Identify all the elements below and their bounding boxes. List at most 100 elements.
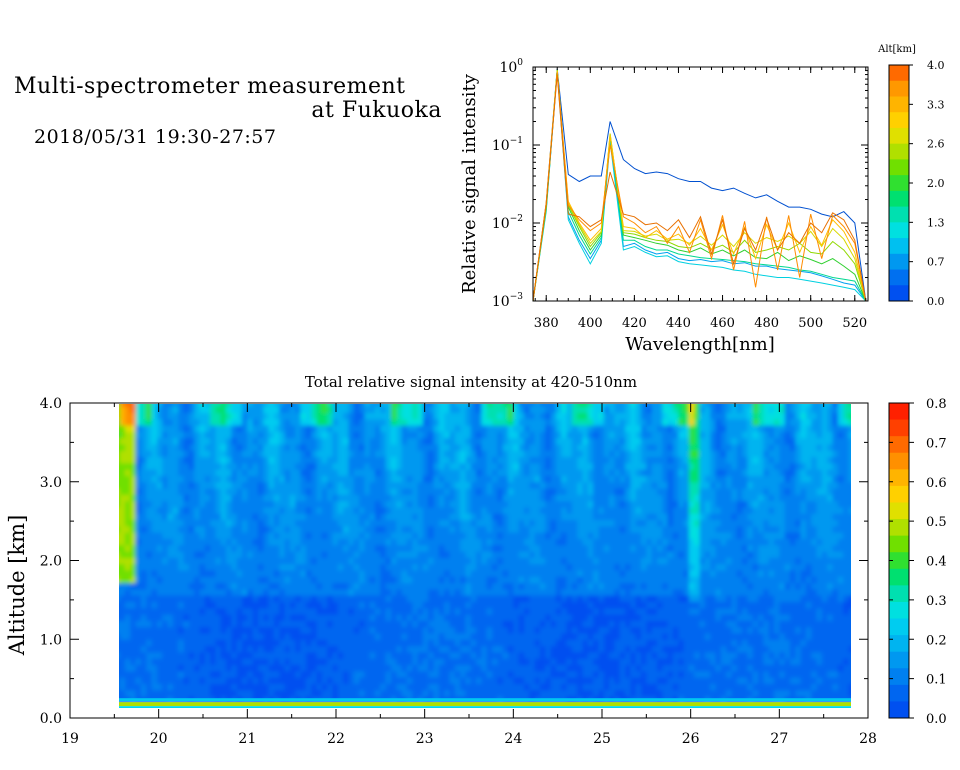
heatmap-cell bbox=[332, 677, 339, 684]
heatmap-cell bbox=[332, 475, 339, 483]
heatmap-cell bbox=[146, 677, 153, 684]
heatmap-cell bbox=[359, 658, 365, 665]
heatmap-cell bbox=[167, 500, 174, 508]
heatmap-cell bbox=[566, 404, 573, 407]
heatmap-cell bbox=[172, 525, 179, 533]
heatmap-cell bbox=[273, 557, 280, 565]
heatmap-cell bbox=[449, 456, 456, 464]
heatmap-cell bbox=[125, 456, 131, 464]
heatmap-cell bbox=[258, 475, 264, 483]
heatmap-cell bbox=[391, 563, 397, 571]
heatmap-cell bbox=[539, 456, 546, 464]
heatmap-cell bbox=[465, 658, 472, 665]
heatmap-cell bbox=[204, 607, 211, 615]
heatmap-cell bbox=[348, 462, 355, 470]
heatmap-cell bbox=[550, 576, 557, 584]
heatmap-cell bbox=[305, 664, 312, 672]
heatmap-cell bbox=[348, 670, 355, 678]
heatmap-cell bbox=[529, 651, 536, 659]
heatmap-cell bbox=[252, 500, 259, 508]
heatmap-cell bbox=[609, 532, 615, 539]
heatmap-cell bbox=[401, 588, 408, 596]
heatmap-cell bbox=[513, 651, 520, 659]
heatmap-cell bbox=[151, 614, 158, 621]
heatmap-cell bbox=[273, 488, 280, 495]
heatmap-cell bbox=[470, 462, 477, 470]
heatmap-cell bbox=[625, 664, 631, 672]
heatmap-cell bbox=[603, 670, 610, 678]
heatmap-cell bbox=[380, 658, 387, 665]
heatmap-cell bbox=[449, 689, 456, 697]
heatmap-cell bbox=[625, 425, 631, 432]
heatmap-cell bbox=[247, 595, 254, 602]
heatmap-cell bbox=[226, 437, 232, 445]
heatmap-cell bbox=[550, 519, 557, 527]
heatmap-cell bbox=[529, 620, 536, 628]
heatmap-cell bbox=[438, 614, 445, 621]
heatmap-cell bbox=[279, 513, 286, 521]
heatmap-cell bbox=[396, 475, 403, 483]
heatmap-cell bbox=[539, 406, 546, 413]
heatmap-cell bbox=[449, 626, 456, 634]
heatmap-cell bbox=[385, 557, 392, 565]
heatmap-cell bbox=[555, 569, 562, 577]
heatmap-cell bbox=[247, 462, 254, 470]
heatmap-cell bbox=[534, 494, 541, 502]
heatmap-cell bbox=[353, 506, 360, 514]
heatmap-cell bbox=[162, 513, 169, 521]
heatmap-cell bbox=[550, 633, 557, 640]
heatmap-cell bbox=[513, 569, 520, 577]
heatmap-cell bbox=[327, 576, 333, 584]
heatmap-cell bbox=[518, 569, 525, 577]
heatmap-cell bbox=[348, 677, 355, 684]
heatmap-cell bbox=[603, 437, 610, 445]
heatmap-cell bbox=[449, 670, 456, 678]
heatmap-cell bbox=[337, 544, 344, 552]
heatmap-cell bbox=[359, 412, 365, 420]
heatmap-cell bbox=[263, 607, 270, 615]
heatmap-cell bbox=[242, 406, 248, 413]
heatmap-cell bbox=[571, 469, 578, 476]
heatmap-cell bbox=[140, 443, 147, 451]
heatmap-cell bbox=[513, 576, 520, 584]
heatmap-cell bbox=[119, 469, 126, 476]
heatmap-cell bbox=[130, 425, 137, 432]
heatmap-cell bbox=[422, 595, 429, 602]
heatmap-cell bbox=[359, 404, 365, 407]
heatmap-cell bbox=[242, 563, 248, 571]
heatmap-cell bbox=[231, 689, 238, 697]
heatmap-cell bbox=[534, 601, 541, 609]
heatmap-cell bbox=[204, 689, 211, 697]
heatmap-cell bbox=[492, 683, 498, 691]
heatmap-cell bbox=[289, 620, 296, 628]
heatmap-cell bbox=[289, 601, 296, 609]
heatmap-cell bbox=[476, 645, 482, 653]
heatmap-cell bbox=[258, 651, 264, 659]
heatmap-cell bbox=[422, 689, 429, 697]
heatmap-cell bbox=[263, 494, 270, 502]
heatmap-cell bbox=[422, 614, 429, 621]
heatmap-cell bbox=[417, 456, 424, 464]
heatmap-cell bbox=[332, 462, 339, 470]
heatmap-cell bbox=[609, 406, 615, 413]
heatmap-cell bbox=[571, 500, 578, 508]
heatmap-cell bbox=[226, 431, 232, 439]
heatmap-cell bbox=[449, 538, 456, 546]
heatmap-cell bbox=[438, 538, 445, 546]
heatmap-cell bbox=[263, 595, 270, 602]
heatmap-cell bbox=[215, 425, 222, 432]
heatmap-cell bbox=[194, 595, 200, 602]
heatmap-cell bbox=[486, 633, 493, 640]
heatmap-cell bbox=[524, 557, 530, 565]
heatmap-cell bbox=[183, 538, 190, 546]
heatmap-cell bbox=[156, 506, 163, 514]
heatmap-cell bbox=[465, 569, 472, 577]
heatmap-cell bbox=[380, 488, 387, 495]
heatmap-cell bbox=[125, 569, 131, 577]
heatmap-cell bbox=[263, 645, 270, 653]
heatmap-cell bbox=[295, 633, 302, 640]
heatmap-cell bbox=[529, 538, 536, 546]
heatmap-cell bbox=[183, 519, 190, 527]
heatmap-cell bbox=[204, 519, 211, 527]
heatmap-cell bbox=[630, 639, 637, 647]
